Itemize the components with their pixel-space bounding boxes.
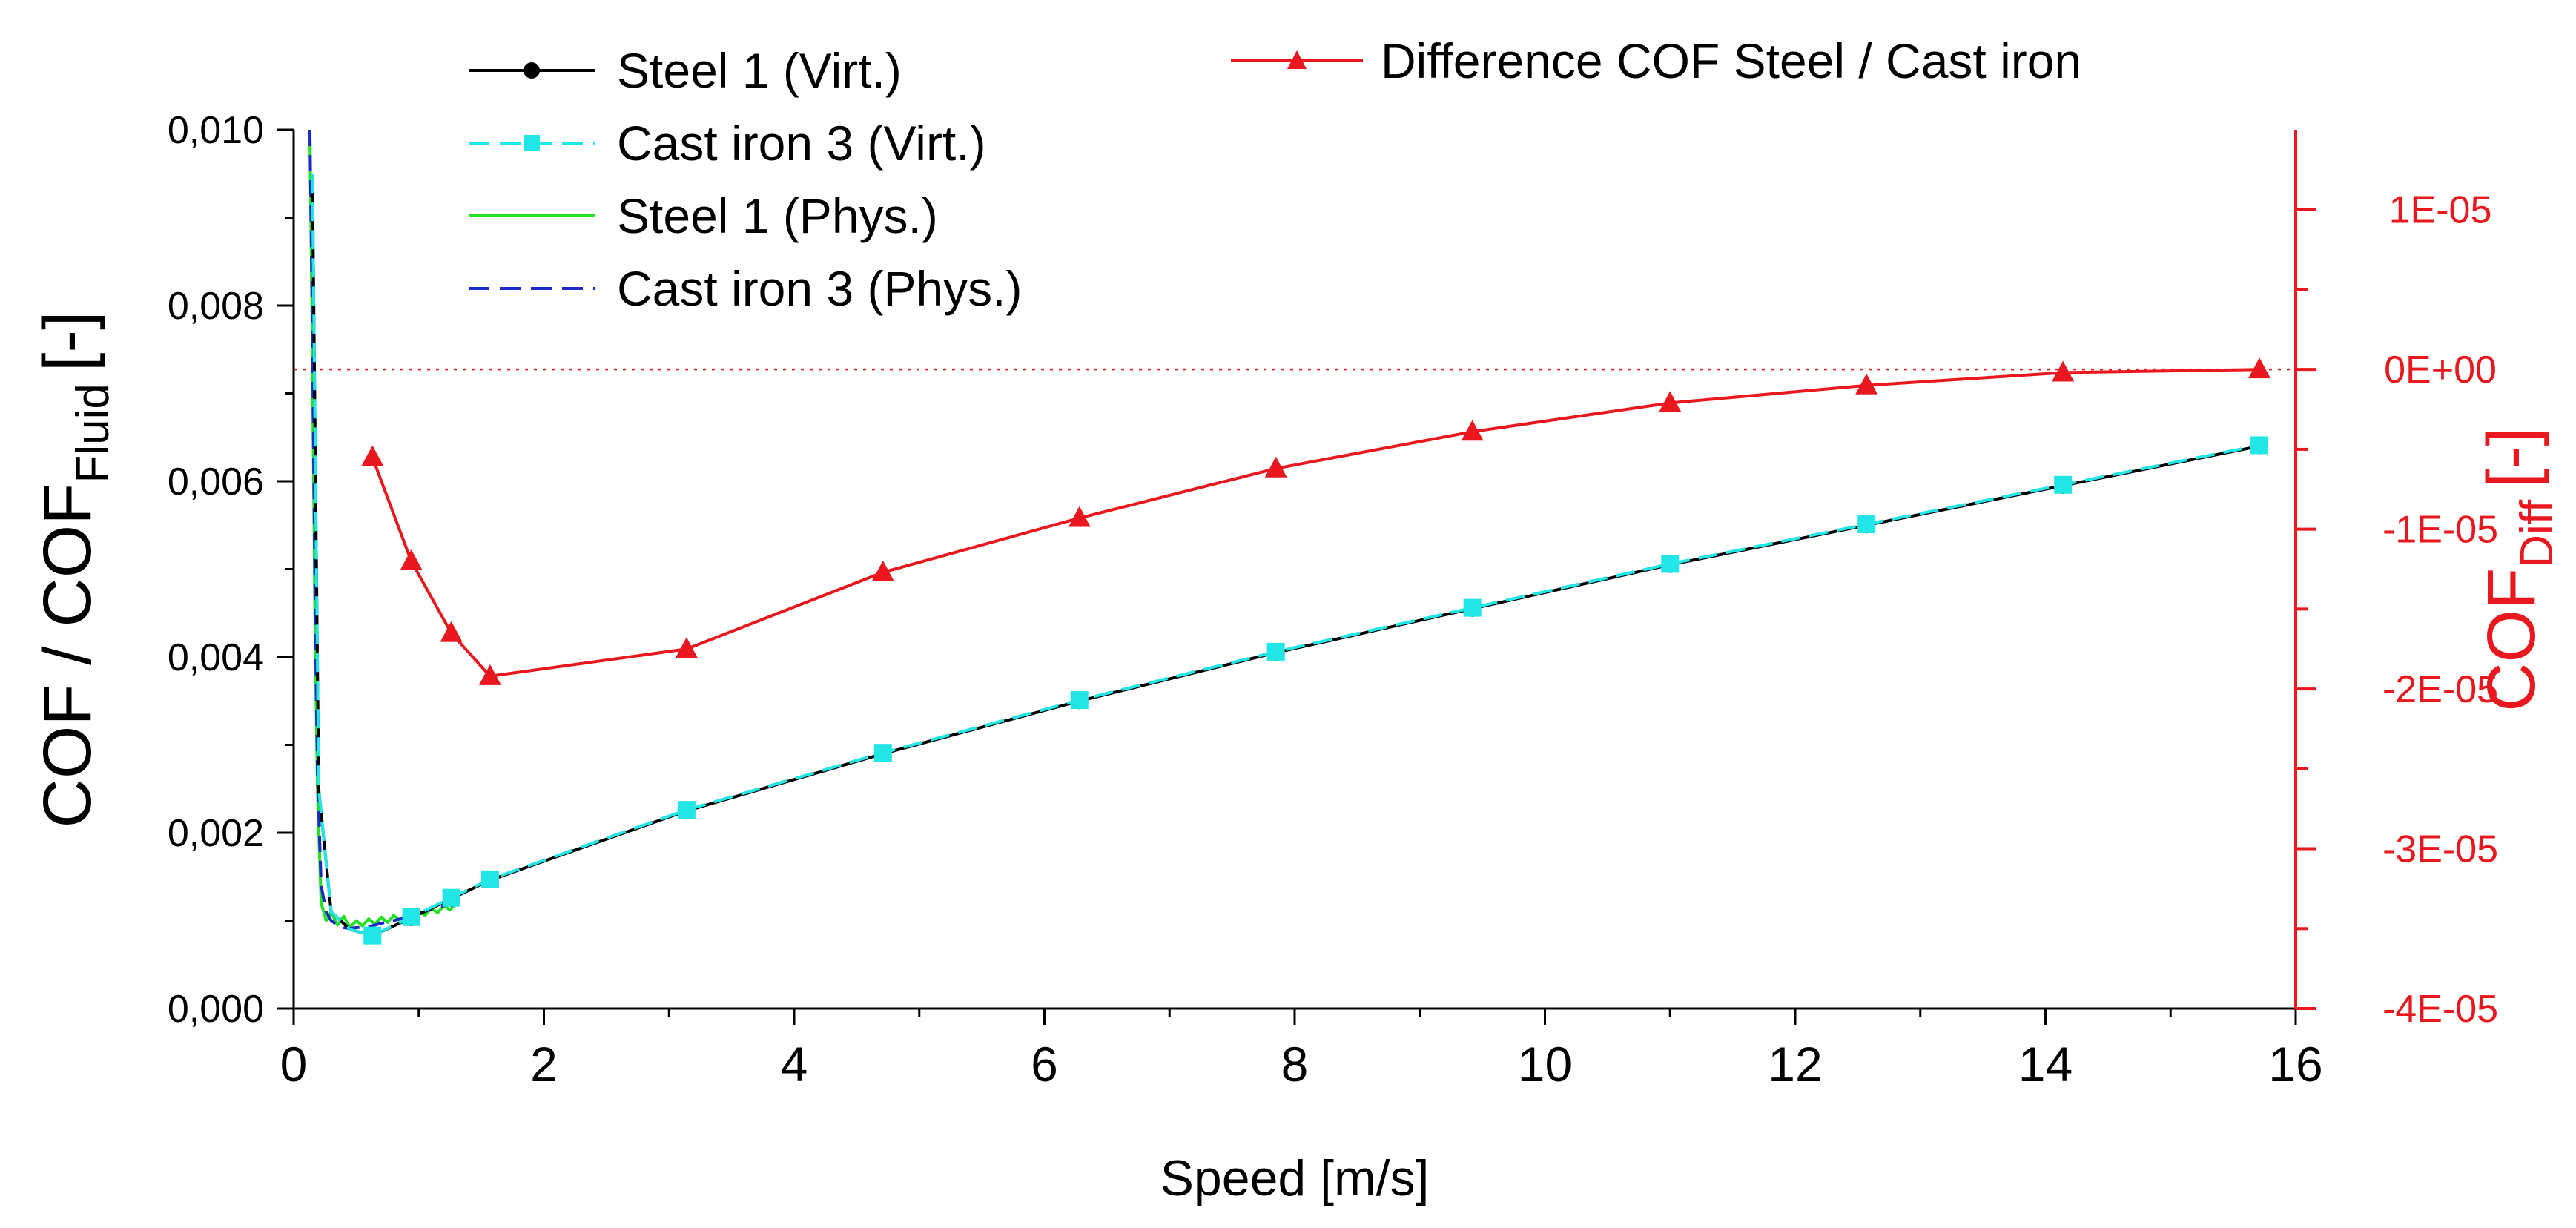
data-point-cast-virt bbox=[1857, 515, 1876, 534]
data-point-difference bbox=[1264, 456, 1287, 478]
series-line-steel-virt bbox=[311, 174, 2260, 937]
y2-tick-label: -1E-05 bbox=[2382, 509, 2498, 552]
series-line-difference bbox=[371, 368, 2260, 678]
data-point-difference bbox=[871, 560, 894, 581]
data-point-cast-virt bbox=[442, 888, 460, 907]
legend-label-steel-virt: Steel 1 (Virt.) bbox=[617, 43, 902, 98]
y-tick-label: 0,006 bbox=[168, 460, 264, 504]
y-tick-label: 0,010 bbox=[168, 109, 264, 152]
data-point-cast-virt bbox=[1070, 691, 1089, 710]
data-point-difference bbox=[2052, 360, 2075, 382]
data-point-cast-virt bbox=[1463, 598, 1482, 617]
y-axis-left-title-sub: Fluid bbox=[67, 383, 119, 483]
legend-item-cast-virt: Cast iron 3 (Virt.) bbox=[469, 116, 986, 171]
series-difference bbox=[361, 357, 2271, 685]
data-point-difference bbox=[1068, 506, 1091, 527]
legend-item-difference: Difference COF Steel / Cast iron bbox=[1231, 33, 2081, 88]
data-point-difference bbox=[361, 445, 384, 466]
x-tick-label: 6 bbox=[1031, 1037, 1058, 1092]
legend-marker-steel-virt bbox=[524, 62, 540, 79]
y-tick-label: 0,004 bbox=[168, 636, 264, 679]
data-point-difference bbox=[1855, 373, 1878, 395]
legend-item-steel-phys: Steel 1 (Phys.) bbox=[469, 188, 938, 243]
legend-label-cast-phys: Cast iron 3 (Phys.) bbox=[617, 261, 1023, 316]
y-axis-right-title: COFDiff [-] bbox=[2474, 427, 2563, 712]
y-axis-right-title-sub: Diff bbox=[2511, 499, 2563, 568]
data-point-cast-virt bbox=[2250, 436, 2269, 455]
y-axis-right-title-bracket: [-] bbox=[2474, 427, 2549, 488]
series-line-steel-phys bbox=[308, 129, 458, 929]
y-axis-left-title-main: COF / COF bbox=[30, 483, 105, 828]
x-tick-label: 10 bbox=[1518, 1037, 1572, 1092]
series-steel-virt bbox=[311, 174, 2268, 944]
data-point-difference bbox=[400, 549, 423, 570]
legend: Steel 1 (Virt.) Cast iron 3 (Virt.) Stee… bbox=[469, 33, 2081, 316]
series-line-cast-virt bbox=[311, 174, 2260, 937]
y2-tick-label: -3E-05 bbox=[2382, 828, 2498, 871]
data-point-cast-virt bbox=[1661, 555, 1680, 573]
y2-tick-label: -2E-05 bbox=[2382, 668, 2498, 711]
svg-text:COFDiff[-]: COFDiff [-] bbox=[2474, 427, 2563, 712]
legend-label-cast-virt: Cast iron 3 (Virt.) bbox=[617, 116, 986, 171]
x-tick-label: 4 bbox=[781, 1037, 808, 1092]
series-cast-phys bbox=[308, 129, 458, 931]
legend-item-cast-phys: Cast iron 3 (Phys.) bbox=[469, 261, 1023, 316]
x-tick-label: 8 bbox=[1281, 1037, 1309, 1092]
legend-marker-difference bbox=[1287, 50, 1307, 69]
data-point-cast-virt bbox=[1266, 642, 1285, 661]
y2-tick-label: 0E+00 bbox=[2384, 349, 2497, 392]
y2-tick-label: -4E-05 bbox=[2382, 988, 2498, 1031]
legend-label-difference: Difference COF Steel / Cast iron bbox=[1381, 33, 2081, 88]
series-layer bbox=[308, 129, 2271, 945]
x-tick-label: 2 bbox=[530, 1037, 558, 1092]
data-point-difference bbox=[2248, 357, 2271, 379]
y-tick-label: 0,002 bbox=[168, 812, 264, 855]
legend-marker-cast-virt bbox=[524, 135, 540, 151]
y-tick-label: 0,000 bbox=[168, 988, 264, 1031]
data-point-difference bbox=[675, 637, 698, 658]
data-point-cast-virt bbox=[363, 926, 382, 945]
data-point-difference bbox=[478, 664, 501, 685]
x-axis-title: Speed [m/s] bbox=[1160, 1150, 1430, 1206]
data-point-cast-virt bbox=[480, 870, 499, 888]
x-tick-label: 16 bbox=[2268, 1037, 2322, 1092]
y-axis-right-ticks: -4E-05 -3E-05 -2E-05 -1E-05 0E+00 1E-05 bbox=[2296, 189, 2498, 1031]
data-point-cast-virt bbox=[2054, 475, 2073, 494]
x-tick-label: 14 bbox=[2018, 1037, 2073, 1092]
series-cast-virt bbox=[311, 174, 2269, 945]
legend-label-steel-phys: Steel 1 (Phys.) bbox=[617, 188, 938, 243]
series-line-cast-phys bbox=[308, 129, 458, 931]
x-tick-label: 12 bbox=[1768, 1037, 1822, 1092]
data-point-cast-virt bbox=[402, 908, 420, 926]
svg-text:COF / COFFluid[-]: COF / COFFluid [-] bbox=[30, 311, 119, 828]
data-point-difference bbox=[1461, 420, 1484, 441]
series-steel-phys bbox=[308, 129, 458, 929]
x-tick-label: 0 bbox=[280, 1037, 308, 1092]
data-point-cast-virt bbox=[873, 744, 892, 762]
y-axis-right-title-main: COF bbox=[2474, 568, 2549, 712]
y-axis-left-ticks: 0,000 0,002 0,004 0,006 0,008 0,010 bbox=[168, 109, 294, 1031]
plot-frame bbox=[292, 130, 2297, 1010]
data-point-difference bbox=[440, 621, 463, 642]
y-axis-left-title: COF / COFFluid [-] bbox=[30, 311, 119, 828]
legend-item-steel-virt: Steel 1 (Virt.) bbox=[469, 43, 902, 98]
y-axis-left-title-bracket: [-] bbox=[30, 311, 105, 372]
x-axis-ticks: 0 2 4 6 8 10 12 14 16 bbox=[280, 1009, 2323, 1092]
y-tick-label: 0,008 bbox=[168, 285, 264, 328]
data-point-difference bbox=[1659, 391, 1682, 412]
data-point-cast-virt bbox=[677, 801, 696, 819]
y2-tick-label: 1E-05 bbox=[2389, 189, 2492, 232]
